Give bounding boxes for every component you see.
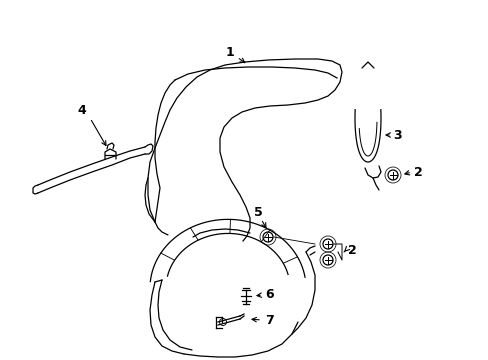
Text: 2: 2 — [347, 243, 356, 257]
Text: 2: 2 — [413, 166, 422, 179]
Text: 3: 3 — [393, 129, 402, 141]
Text: 4: 4 — [78, 104, 86, 117]
Text: 5: 5 — [253, 206, 262, 219]
Text: 1: 1 — [225, 45, 234, 59]
Text: 7: 7 — [265, 314, 274, 327]
Text: 6: 6 — [265, 288, 274, 302]
